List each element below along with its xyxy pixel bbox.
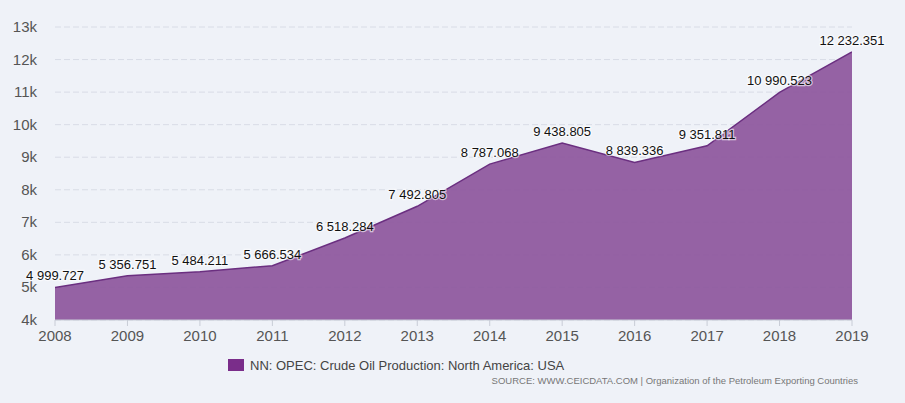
data-label: 10 990.523 [747, 73, 812, 88]
data-label: 8 839.336 [606, 143, 664, 158]
x-tick [199, 320, 200, 326]
y-tick-label: 13k [13, 18, 38, 35]
legend: NN: OPEC: Crude Oil Production: North Am… [228, 358, 565, 373]
x-tick [707, 320, 708, 326]
x-tick-label: 2009 [111, 327, 144, 344]
area [55, 52, 852, 320]
x-tick-label: 2010 [183, 327, 216, 344]
y-tick-label: 8k [21, 181, 37, 198]
grid-line [55, 124, 852, 125]
x-tick-label: 2014 [473, 327, 506, 344]
grid-line [55, 320, 852, 321]
y-tick-label: 9k [21, 148, 37, 165]
x-tick [344, 320, 345, 326]
x-tick [489, 320, 490, 326]
legend-label: NN: OPEC: Crude Oil Production: North Am… [250, 358, 565, 373]
data-label: 5 484.211 [171, 253, 228, 268]
x-tick [272, 320, 273, 326]
y-tick-label: 7k [21, 213, 37, 230]
x-tick-label: 2016 [618, 327, 651, 344]
x-tick-label: 2017 [690, 327, 723, 344]
x-tick [634, 320, 635, 326]
x-tick-label: 2008 [38, 327, 71, 344]
y-tick-label: 10k [13, 116, 38, 133]
legend-swatch [228, 359, 244, 371]
data-label: 9 438.805 [533, 124, 591, 139]
x-axis [55, 320, 852, 321]
chart: 4k5k6k7k8k9k10k11k12k13k4 999.7275 356.7… [0, 0, 905, 403]
x-tick [852, 320, 853, 326]
y-tick-label: 11k [14, 83, 38, 100]
series [55, 52, 852, 320]
x-tick [55, 320, 56, 326]
x-tick [779, 320, 780, 326]
grid-line [55, 92, 852, 93]
data-label: 12 232.351 [819, 33, 884, 48]
x-tick [417, 320, 418, 326]
y-tick-label: 4k [21, 311, 37, 328]
data-label: 6 518.284 [316, 219, 374, 234]
x-tick-label: 2018 [763, 327, 796, 344]
x-tick-label: 2012 [328, 327, 361, 344]
x-tick-label: 2013 [401, 327, 434, 344]
grid-line [55, 59, 852, 60]
data-label: 5 666.534 [243, 247, 301, 262]
data-label: 4 999.727 [26, 268, 84, 283]
y-tick-label: 6k [21, 246, 37, 263]
source: SOURCE: WWW.CEICDATA.COM | Organization … [492, 375, 859, 386]
x-tick-label: 2015 [545, 327, 578, 344]
x-tick [127, 320, 128, 326]
grid-line [55, 27, 852, 28]
data-label: 9 351.811 [679, 127, 736, 142]
y-tick-label: 12k [13, 51, 38, 68]
data-label: 7 492.805 [388, 187, 446, 202]
data-label: 5 356.751 [99, 257, 157, 272]
data-label: 8 787.068 [461, 145, 519, 160]
x-tick-label: 2019 [835, 327, 868, 344]
grid [55, 27, 852, 320]
x-tick-label: 2011 [256, 327, 288, 344]
x-tick [562, 320, 563, 326]
area-line [55, 52, 852, 287]
